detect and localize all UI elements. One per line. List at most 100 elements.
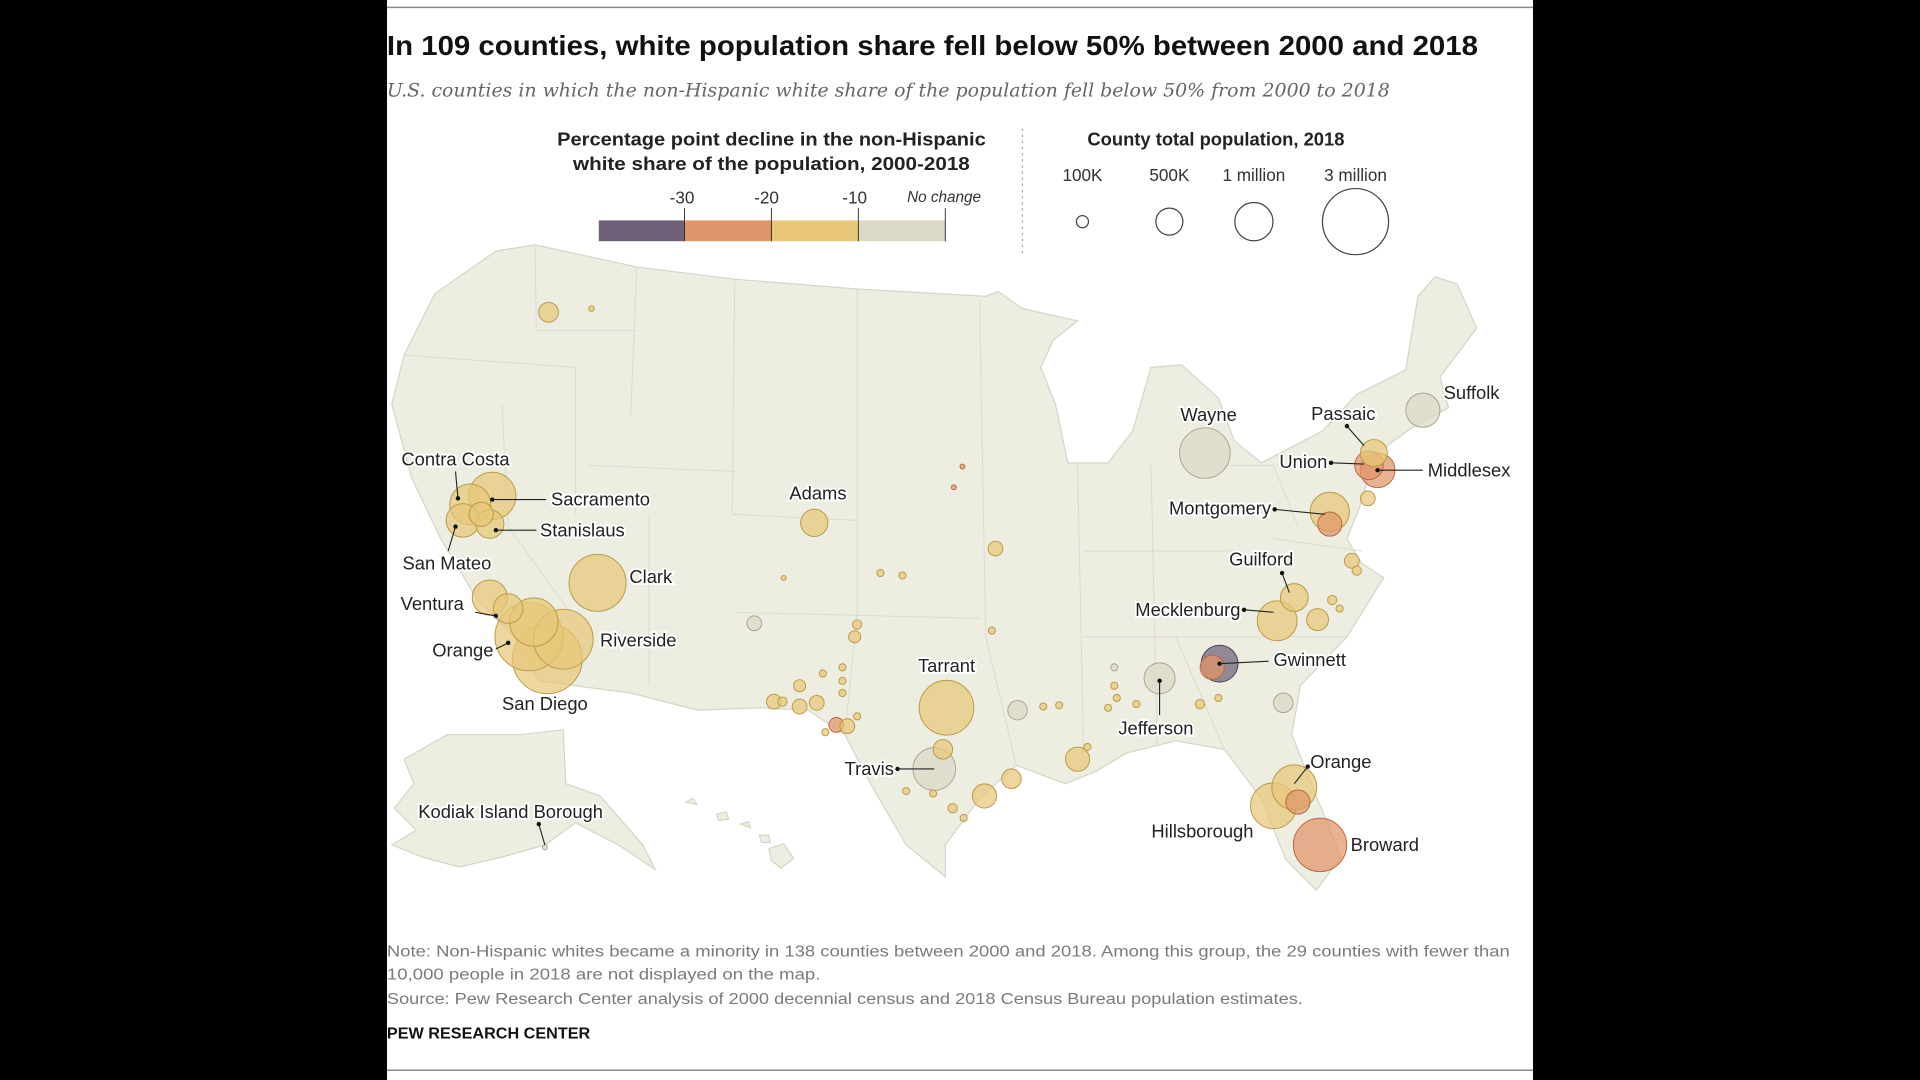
county-bubble[interactable] bbox=[780, 575, 787, 581]
legend-swatch-10-20 bbox=[771, 220, 859, 242]
county-bubble[interactable] bbox=[1306, 608, 1330, 632]
county-bubble[interactable] bbox=[793, 679, 807, 693]
county-bubble[interactable] bbox=[1104, 703, 1113, 712]
leader-line bbox=[1331, 462, 1365, 465]
county-bubble[interactable] bbox=[971, 783, 998, 809]
county-label: Kodiak Island Borough bbox=[418, 801, 603, 822]
county-bubble[interactable] bbox=[1214, 693, 1223, 703]
county-bubble[interactable] bbox=[1405, 392, 1441, 428]
county-bubble[interactable] bbox=[929, 789, 938, 798]
leader-dot bbox=[536, 821, 541, 827]
county-bubble[interactable] bbox=[838, 663, 847, 672]
county-bubble[interactable] bbox=[838, 689, 847, 698]
pew-logo-text: PEW RESEARCH CENTER bbox=[387, 1025, 591, 1042]
county-bubble[interactable] bbox=[1327, 594, 1338, 606]
county-label: Riverside bbox=[600, 630, 677, 651]
county-bubble[interactable] bbox=[1199, 654, 1225, 680]
county-bubble[interactable] bbox=[1351, 565, 1362, 576]
county-bubble[interactable] bbox=[1083, 742, 1092, 751]
leader-dot bbox=[1272, 507, 1277, 512]
size-label: 1 million bbox=[1222, 165, 1285, 185]
county-label: Travis bbox=[845, 758, 894, 779]
leader-dot bbox=[455, 496, 461, 501]
county-bubble[interactable] bbox=[1132, 700, 1141, 709]
county-bubble[interactable] bbox=[808, 694, 825, 711]
leader-line bbox=[447, 526, 457, 552]
color-tick: -20 bbox=[754, 187, 779, 207]
county-bubble[interactable] bbox=[898, 571, 907, 580]
county-bubble[interactable] bbox=[1285, 789, 1311, 815]
county-bubble[interactable] bbox=[821, 728, 830, 737]
county-bubble[interactable] bbox=[588, 305, 595, 312]
county-bubble[interactable] bbox=[492, 593, 524, 624]
county-bubble[interactable] bbox=[1112, 693, 1121, 703]
leader-line bbox=[1244, 609, 1274, 613]
county-bubble[interactable] bbox=[838, 676, 847, 685]
leader-line bbox=[1219, 660, 1269, 665]
contiguous-us-shape bbox=[391, 244, 1478, 892]
county-bubble[interactable] bbox=[468, 501, 494, 527]
county-label: Sacramento bbox=[551, 489, 650, 510]
county-bubble[interactable] bbox=[1179, 427, 1231, 479]
county-bubble[interactable] bbox=[777, 696, 788, 707]
size-legend: County total population, 2018 100K 500K … bbox=[1062, 129, 1390, 256]
size-label: 100K bbox=[1062, 165, 1103, 185]
county-bubble[interactable] bbox=[1001, 768, 1022, 789]
county-bubble[interactable] bbox=[1055, 701, 1064, 710]
county-bubble[interactable] bbox=[818, 669, 827, 678]
leader-line bbox=[454, 471, 459, 499]
county-bubble[interactable] bbox=[932, 739, 954, 760]
county-bubble[interactable] bbox=[1317, 511, 1343, 537]
county-bubble[interactable] bbox=[568, 553, 627, 612]
county-bubble[interactable] bbox=[1110, 681, 1119, 690]
county-label: Broward bbox=[1351, 834, 1419, 855]
county-bubble[interactable] bbox=[1064, 746, 1091, 772]
chart-title: In 109 counties, white population share … bbox=[387, 30, 1478, 61]
county-bubble[interactable] bbox=[959, 813, 968, 823]
county-bubble[interactable] bbox=[1292, 817, 1348, 873]
county-bubble[interactable] bbox=[987, 626, 996, 635]
size-legend-title: County total population, 2018 bbox=[1087, 129, 1344, 150]
county-bubble[interactable] bbox=[800, 508, 829, 537]
leader-dot bbox=[1217, 661, 1222, 666]
county-bubble[interactable] bbox=[1359, 490, 1376, 507]
county-label: Ventura bbox=[401, 593, 465, 614]
county-bubble[interactable] bbox=[538, 301, 559, 323]
county-bubble[interactable] bbox=[959, 463, 966, 470]
color-legend-title-1: Percentage point decline in the non-Hisp… bbox=[557, 129, 986, 150]
size-label: 3 million bbox=[1324, 165, 1387, 185]
county-bubble[interactable] bbox=[1256, 600, 1298, 642]
county-bubble[interactable] bbox=[950, 484, 957, 491]
county-bubble[interactable] bbox=[947, 802, 958, 814]
county-bubble[interactable] bbox=[1110, 663, 1119, 672]
leader-line bbox=[495, 642, 509, 650]
size-legend-circle bbox=[1234, 201, 1274, 242]
county-bubble[interactable] bbox=[987, 540, 1004, 557]
county-bubble[interactable] bbox=[1335, 604, 1344, 613]
leader-dot bbox=[1157, 678, 1162, 684]
leader-dot bbox=[453, 524, 458, 529]
leader-dot bbox=[1279, 570, 1285, 576]
county-bubble[interactable] bbox=[1194, 698, 1206, 710]
county-label: Contra Costa bbox=[401, 448, 510, 469]
county-label: Suffolk bbox=[1444, 382, 1501, 403]
county-bubble[interactable] bbox=[853, 712, 862, 721]
county-bubble[interactable] bbox=[918, 679, 975, 736]
county-bubble[interactable] bbox=[902, 786, 911, 796]
leader-dot bbox=[1375, 468, 1380, 473]
county-bubble[interactable] bbox=[1039, 702, 1048, 711]
county-bubble[interactable] bbox=[541, 844, 548, 851]
county-bubble[interactable] bbox=[851, 619, 863, 630]
county-bubble[interactable] bbox=[791, 698, 808, 715]
source-line: Source: Pew Research Center analysis of … bbox=[387, 991, 1303, 1008]
county-bubble[interactable] bbox=[746, 615, 763, 632]
county-bubble[interactable] bbox=[1007, 699, 1028, 721]
county-bubble[interactable] bbox=[1273, 692, 1294, 714]
county-bubble[interactable] bbox=[1343, 552, 1360, 569]
county-bubble[interactable] bbox=[839, 718, 856, 735]
county-bubble[interactable] bbox=[1359, 439, 1388, 468]
county-bubble[interactable] bbox=[848, 630, 862, 644]
chart-subtitle: U.S. counties in which the non-Hispanic … bbox=[387, 81, 1390, 102]
county-bubble[interactable] bbox=[876, 569, 885, 578]
county-bubble[interactable] bbox=[1279, 583, 1309, 612]
